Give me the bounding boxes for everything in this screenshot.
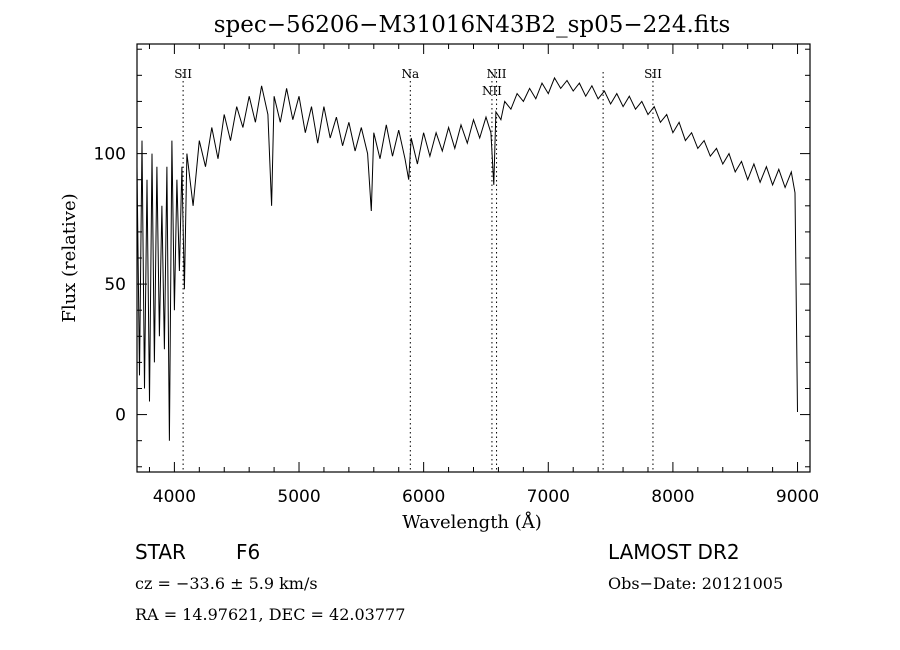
x-tick-label: 4000 <box>153 487 196 507</box>
x-tick-label: 8000 <box>651 487 694 507</box>
line-marker-label: SII <box>174 67 192 81</box>
emission-line-markers: SII Na NII NII SII <box>174 67 662 472</box>
line-marker-label: Na <box>401 67 419 81</box>
survey-name: LAMOST DR2 <box>608 540 740 564</box>
spectrum-line <box>136 76 798 441</box>
redshift-text: cz = −33.6 ± 5.9 km/s <box>135 574 318 593</box>
x-tick-label: 7000 <box>527 487 570 507</box>
obs-date: Obs−Date: 20121005 <box>608 574 783 593</box>
y-tick-label: 50 <box>104 275 126 295</box>
chart-title: spec−56206−M31016N43B2_sp05−224.fits <box>214 12 731 38</box>
spectral-subclass: F6 <box>236 540 260 564</box>
line-marker-label: NII <box>482 84 502 98</box>
object-class: STAR <box>135 540 186 564</box>
x-tick-label: 9000 <box>776 487 819 507</box>
line-marker-label: SII <box>644 67 662 81</box>
coordinates: RA = 14.97621, DEC = 42.03777 <box>135 605 405 624</box>
plot-frame <box>136 43 811 473</box>
y-axis-label: Flux (relative) <box>59 193 80 322</box>
line-marker-label: NII <box>487 67 507 81</box>
x-axis-label: Wavelength (Å) <box>402 511 542 533</box>
y-tick-label: 100 <box>94 145 126 165</box>
y-tick-label: 0 <box>115 406 126 426</box>
x-tick-label: 5000 <box>277 487 320 507</box>
x-tick-label: 6000 <box>402 487 445 507</box>
axis-ticks: 4000 5000 6000 7000 8000 9000 0 50 100 <box>94 44 819 507</box>
